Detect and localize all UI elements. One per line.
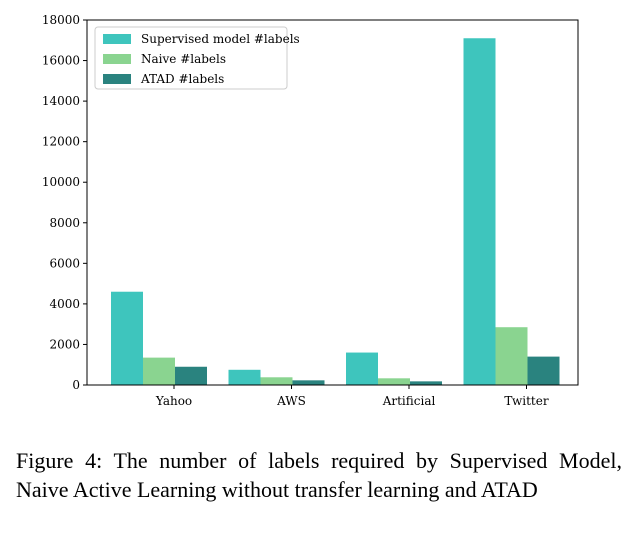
y-tick-label: 12000 (42, 135, 80, 149)
legend-swatch (103, 74, 131, 84)
bars-group (111, 38, 560, 385)
legend-label: Supervised model #labels (141, 32, 300, 46)
bar-aws-3 (292, 380, 325, 385)
legend-swatch (103, 34, 131, 44)
y-tick-label: 0 (72, 378, 80, 392)
y-tick-label: 6000 (49, 256, 80, 270)
x-tick-label: AWS (276, 394, 306, 408)
x-axis-ticks: Yahoo AWS Artificial Twitter (155, 385, 549, 408)
y-tick-label: 18000 (42, 13, 80, 27)
bar-artificial-1 (346, 352, 378, 385)
legend-box (94, 26, 288, 90)
bar-twitter-1 (463, 38, 496, 385)
bar-aws-2 (260, 377, 293, 385)
y-tick-label: 4000 (49, 297, 80, 311)
bar-yahoo-1 (111, 291, 143, 385)
figure-caption: Figure 4: The number of labels required … (16, 448, 622, 502)
x-tick-label: Twitter (504, 394, 548, 408)
bar-twitter-2 (495, 327, 528, 385)
legend-swatch (103, 54, 131, 64)
y-tick-label: 2000 (49, 337, 80, 351)
bar-aws-1 (228, 369, 261, 385)
legend-label: Naive #labels (141, 52, 226, 66)
bar-twitter-3 (527, 356, 560, 385)
bar-artificial-3 (410, 381, 442, 385)
axes-frame (86, 19, 579, 386)
y-tick-label: 8000 (49, 216, 80, 230)
y-tick-label: 10000 (42, 175, 80, 189)
x-tick-label: Yahoo (155, 394, 192, 408)
y-tick-label: 14000 (42, 94, 80, 108)
bar-yahoo-2 (143, 357, 175, 385)
x-tick-label: Artificial (382, 394, 436, 408)
y-axis-ticks: 0 2000 4000 6000 8000 10000 12000 14000 16000 180… (42, 13, 87, 392)
legend-label: ATAD #labels (140, 72, 224, 86)
bar-artificial-2 (378, 378, 410, 385)
legend: Supervised model #labels Naive #labels ATA… (94, 26, 300, 90)
bar-chart: 0 2000 4000 6000 8000 10000 12000 14000 16000 180… (42, 13, 579, 408)
y-tick-label: 16000 (42, 54, 80, 68)
bar-yahoo-3 (175, 366, 207, 385)
